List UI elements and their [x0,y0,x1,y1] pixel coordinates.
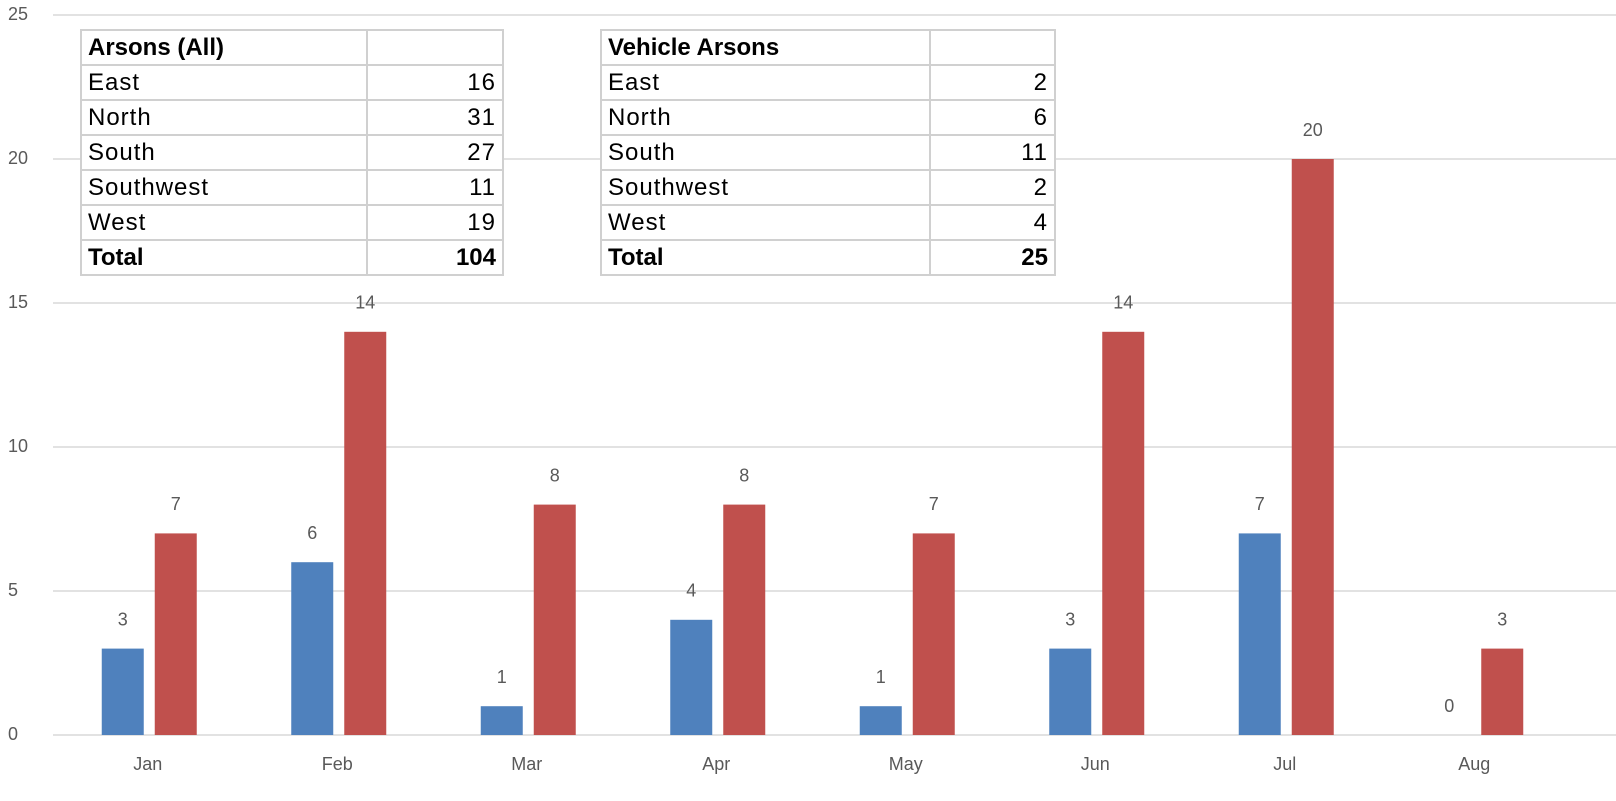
row: East 16 [80,64,504,101]
cell: South [600,134,931,171]
x-tick-label: Jul [1273,754,1296,774]
cell: 2 [929,169,1056,206]
header-row: Vehicle Arsons [600,29,1056,66]
bar [1291,159,1334,735]
bar [1102,331,1145,735]
bar [154,533,197,735]
data-label: 7 [1255,494,1265,514]
row: South 11 [600,134,1056,171]
cell: 16 [366,64,504,101]
data-label: 14 [1113,293,1133,313]
row: Southwest 2 [600,169,1056,206]
cell: 6 [929,99,1056,136]
total-row: Total 25 [600,239,1056,276]
cell: South [80,134,368,171]
data-label: 1 [497,667,507,687]
data-label: 1 [876,667,886,687]
cell: West [80,204,368,241]
x-tick-label: Mar [511,754,542,774]
x-tick-label: May [889,754,923,774]
row: South 27 [80,134,504,171]
bar [912,533,955,735]
cell: North [600,99,931,136]
bar [859,706,902,735]
data-label: 4 [686,581,696,601]
row: East 2 [600,64,1056,101]
bar [1049,648,1092,735]
table: Arsons (All) East 16 North 31 South 27 Southwes… [80,29,504,276]
cell: East [80,64,368,101]
total-row: Total 104 [80,239,504,276]
cell: North [80,99,368,136]
header-row: Arsons (All) [80,29,504,66]
data-label: 7 [929,494,939,514]
row: West 4 [600,204,1056,241]
cell [366,29,504,66]
data-label: 7 [171,494,181,514]
bar [723,504,766,735]
cell: 11 [929,134,1056,171]
data-label: 3 [1065,609,1075,629]
y-tick-label: 20 [8,148,28,168]
cell: Total [600,239,931,276]
cell: 104 [366,239,504,276]
cell: 25 [929,239,1056,276]
data-label: 6 [307,523,317,543]
y-tick-label: 5 [8,580,18,600]
x-tick-label: Jun [1081,754,1110,774]
row: Southwest 11 [80,169,504,206]
table-title: Arsons (All) [80,29,368,66]
y-tick-label: 0 [8,724,18,744]
cell: 4 [929,204,1056,241]
cell: 27 [366,134,504,171]
cell: Southwest [80,169,368,206]
row: North 6 [600,99,1056,136]
bar [291,562,334,735]
bar [1238,533,1281,735]
bar [533,504,576,735]
row: North 31 [80,99,504,136]
bar [101,648,144,735]
data-label: 8 [550,465,560,485]
cell: 2 [929,64,1056,101]
cell: 11 [366,169,504,206]
x-tick-label: Apr [702,754,730,774]
table: Vehicle Arsons East 2 North 6 South 11 Southwes… [600,29,1056,276]
data-label: 8 [739,465,749,485]
x-tick-label: Aug [1458,754,1490,774]
data-label: 20 [1303,120,1323,140]
x-tick-label: Jan [133,754,162,774]
cell: 19 [366,204,504,241]
cell: 31 [366,99,504,136]
bar [344,331,387,735]
cell: East [600,64,931,101]
x-tick-label: Feb [322,754,353,774]
data-label: 3 [1497,609,1507,629]
y-tick-label: 10 [8,436,28,456]
bar [670,619,713,735]
y-tick-label: 25 [8,4,28,24]
bar [1481,648,1524,735]
data-label: 14 [355,293,375,313]
cell: West [600,204,931,241]
y-tick-label: 15 [8,292,28,312]
table-title: Vehicle Arsons [600,29,931,66]
row: West 19 [80,204,504,241]
data-label: 3 [118,609,128,629]
data-label: 0 [1444,696,1454,716]
cell [929,29,1056,66]
bar [480,706,523,735]
cell: Total [80,239,368,276]
cell: Southwest [600,169,931,206]
